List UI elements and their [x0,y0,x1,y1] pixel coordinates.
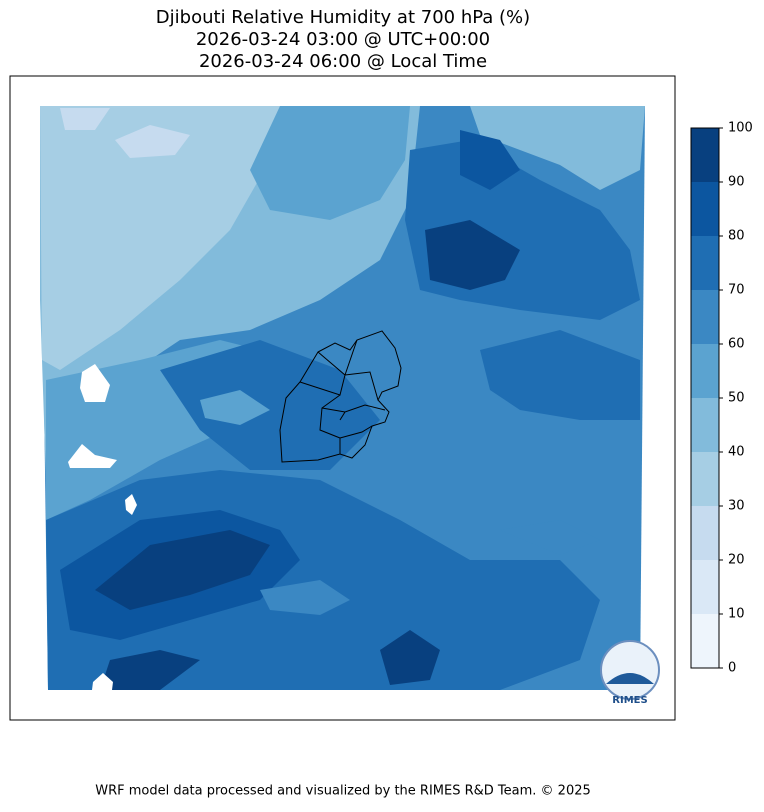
colorbar-tick-label: 90 [728,175,745,190]
colorbar-tick-label: 50 [728,391,745,406]
humidity-contour [95,530,270,610]
colorbar-tick-label: 30 [728,499,745,514]
logo-badge [600,640,660,700]
colorbar-segment [691,182,719,236]
colorbar-tick-label: 40 [728,445,745,460]
colorbar-segment [691,452,719,506]
humidity-contour [40,106,300,370]
logo: RIMES [600,640,660,706]
map-frame [9,75,676,721]
colorbar-segment [691,614,719,668]
colorbar-tick-label: 80 [728,229,745,244]
missing-data [80,364,110,402]
djibouti-borders [279,330,402,463]
humidity-contour [250,106,410,220]
logo-text: RIMES [612,695,647,706]
colorbar: 0 10 20 30 40 50 60 70 80 90 100 [690,121,753,676]
humidity-contour [260,580,350,615]
humidity-contour [460,130,520,190]
colorbar-segment [691,290,719,344]
humidity-contour [380,630,440,685]
logo-wave [606,673,654,684]
footer: WRF model data processed and visualized … [95,784,591,799]
colorbar-segment [691,344,719,398]
colorbar-segment [691,398,719,452]
colorbar-segment [691,236,719,290]
humidity-contour [470,106,645,190]
title-line: 2026-03-24 03:00 @ UTC+00:00 [196,29,490,50]
humidity-contour [160,340,380,470]
colorbar-segment [691,506,719,560]
missing-data [68,444,117,468]
humidity-contour [200,390,270,425]
title-line: 2026-03-24 06:00 @ Local Time [199,51,487,72]
humidity-contour [425,220,520,290]
colorbar-segment [691,560,719,614]
title-line: Djibouti Relative Humidity at 700 hPa (%… [156,7,530,28]
humidity-field [40,106,645,690]
colorbar-tick-label: 100 [728,121,753,136]
humidity-contour [480,330,640,420]
colorbar-tick-label: 10 [728,607,745,622]
colorbar-tick-label: 70 [728,283,745,298]
colorbar-tick-label: 20 [728,553,745,568]
colorbar-tick-label: 60 [728,337,745,352]
humidity-contour [500,520,600,555]
missing-data [92,673,113,690]
humidity-contour [100,650,200,690]
missing-data [125,494,137,515]
colorbar-tick-label: 0 [728,661,736,676]
colorbar-segment [691,128,719,182]
humidity-contour [60,108,190,158]
